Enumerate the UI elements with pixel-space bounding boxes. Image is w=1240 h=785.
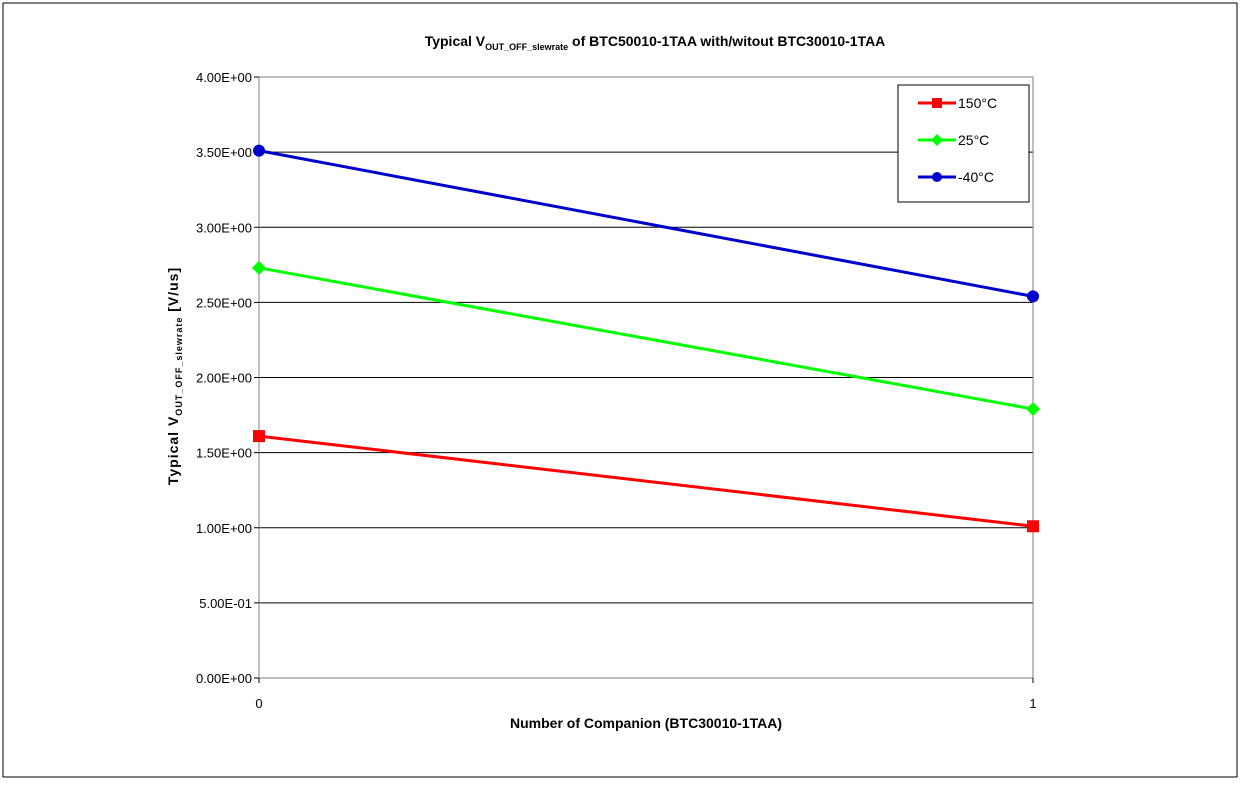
data-point	[1027, 290, 1039, 303]
y-tick-label: 5.00E-01	[199, 596, 252, 611]
data-point	[252, 260, 266, 275]
series-line	[258, 434, 1034, 528]
x-axis-label: Number of Companion (BTC30010-1TAA)	[510, 715, 782, 731]
y-tick-label: 2.00E+00	[196, 371, 252, 386]
series	[252, 260, 1040, 417]
y-tick-label: 2.50E+00	[196, 295, 252, 310]
y-axis: 0.00E+00 5.00E-01 1.00E+00 1.50E+00 2.00E+00…	[196, 70, 259, 686]
series-line	[258, 266, 1034, 411]
data-point	[1027, 520, 1039, 533]
y-tick-label: 0.00E+00	[196, 671, 252, 686]
series-layer	[252, 144, 1040, 533]
x-tick-label: 1	[1029, 696, 1036, 711]
data-point	[253, 144, 265, 157]
y-tick-label: 4.00E+00	[196, 70, 252, 85]
series-line	[258, 149, 1034, 298]
y-axis-label: Typical VOUT_OFF_slewrate [V/us]	[165, 267, 184, 485]
legend-label: 150°C	[958, 95, 997, 111]
legend-label: 25°C	[958, 132, 989, 148]
data-point	[932, 172, 942, 182]
y-tick-label: 1.50E+00	[196, 446, 252, 461]
series	[253, 144, 1039, 303]
data-point	[931, 134, 943, 146]
data-point	[1026, 402, 1040, 417]
legend-item: -40°C	[918, 169, 994, 185]
legend: 150°C 25°C -40°C	[897, 84, 1030, 203]
data-point	[253, 430, 265, 443]
chart-title: Typical VOUT_OFF_slewrate of BTC50010-1T…	[425, 33, 886, 52]
series	[253, 430, 1039, 533]
legend-item: 25°C	[918, 132, 989, 148]
y-tick-label: 3.50E+00	[196, 145, 252, 160]
x-tick-label: 0	[255, 696, 262, 711]
data-point	[932, 98, 942, 108]
legend-label: -40°C	[958, 169, 994, 185]
y-tick-label: 1.00E+00	[196, 521, 252, 536]
legend-item: 150°C	[918, 95, 997, 111]
y-tick-label: 3.00E+00	[196, 220, 252, 235]
